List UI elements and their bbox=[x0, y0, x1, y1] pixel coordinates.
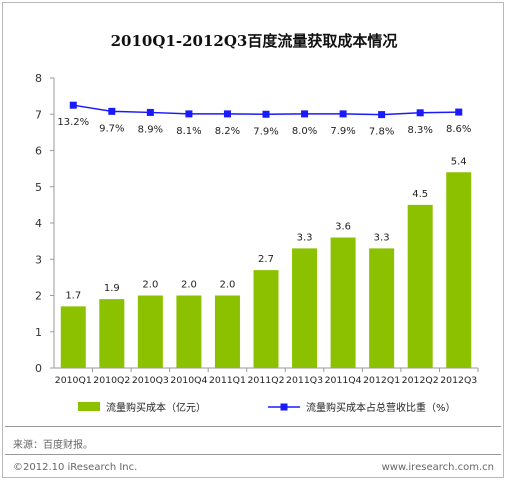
y-tick-label: 6 bbox=[35, 145, 42, 158]
ratio-value-label: 9.7% bbox=[99, 123, 124, 134]
bar bbox=[330, 237, 356, 368]
x-tick-label: 2010Q1 bbox=[55, 376, 92, 386]
legend-bar-label: 流量购买成本（亿元） bbox=[106, 401, 206, 414]
x-tick-label: 2011Q1 bbox=[209, 376, 246, 386]
bar bbox=[137, 295, 163, 368]
bar-value-label: 2.0 bbox=[142, 280, 158, 291]
legend-bar-swatch bbox=[78, 402, 100, 411]
bar-value-label: 5.4 bbox=[451, 156, 467, 167]
chart-title: 2010Q1-2012Q3百度流量获取成本情况 bbox=[110, 32, 398, 50]
bar bbox=[214, 295, 240, 368]
legend-line-label: 流量购买成本占总营收比重（%） bbox=[306, 401, 456, 414]
ratio-value-label: 8.3% bbox=[407, 125, 432, 136]
ratio-value-label: 8.2% bbox=[215, 126, 240, 137]
bar-value-label: 3.3 bbox=[297, 232, 313, 243]
separator-top bbox=[5, 426, 501, 427]
separator-bottom bbox=[5, 454, 501, 455]
x-tick-label: 2012Q2 bbox=[402, 376, 439, 386]
copyright: ©2012.10 iResearch Inc. bbox=[13, 462, 138, 473]
ratio-value-label: 8.6% bbox=[446, 124, 471, 135]
bar-value-label: 1.9 bbox=[104, 283, 120, 294]
ratio-marker bbox=[301, 110, 309, 118]
bar-value-label: 2.0 bbox=[220, 280, 236, 291]
x-tick-label: 2010Q2 bbox=[93, 376, 130, 386]
bar-value-label: 2.7 bbox=[258, 254, 274, 265]
website: www.iresearch.com.cn bbox=[381, 462, 494, 473]
x-tick-label: 2010Q4 bbox=[170, 376, 207, 386]
ratio-marker bbox=[146, 108, 154, 116]
y-tick-label: 5 bbox=[35, 181, 42, 194]
bar bbox=[369, 248, 395, 368]
bar bbox=[176, 295, 202, 368]
ratio-marker bbox=[262, 110, 270, 118]
ratio-marker bbox=[378, 111, 386, 119]
x-tick-label: 2010Q3 bbox=[132, 376, 169, 386]
bar bbox=[292, 248, 318, 368]
ratio-marker bbox=[185, 110, 193, 118]
bar-value-label: 2.0 bbox=[181, 280, 197, 291]
ratio-value-label: 7.8% bbox=[369, 127, 394, 138]
y-tick-label: 7 bbox=[35, 108, 42, 121]
bar-value-label: 1.7 bbox=[65, 290, 81, 301]
bar-value-label: 4.5 bbox=[412, 189, 428, 200]
bar-value-label: 3.6 bbox=[335, 222, 351, 233]
y-tick-label: 4 bbox=[35, 217, 42, 230]
x-tick-label: 2011Q3 bbox=[286, 376, 323, 386]
ratio-value-label: 8.9% bbox=[138, 124, 163, 135]
ratio-marker bbox=[223, 110, 231, 118]
ratio-marker bbox=[108, 107, 116, 115]
x-tick-label: 2011Q4 bbox=[325, 376, 362, 386]
bar-value-label: 3.3 bbox=[374, 232, 390, 243]
ratio-marker bbox=[455, 108, 463, 116]
x-tick-label: 2011Q2 bbox=[248, 376, 285, 386]
ratio-marker bbox=[69, 101, 77, 109]
ratio-value-label: 13.2% bbox=[57, 117, 89, 128]
ratio-value-label: 8.0% bbox=[292, 126, 317, 137]
ratio-value-label: 7.9% bbox=[253, 126, 278, 137]
y-tick-label: 2 bbox=[35, 290, 42, 303]
y-tick-label: 0 bbox=[35, 362, 42, 375]
x-tick-label: 2012Q3 bbox=[440, 376, 477, 386]
legend-line-marker bbox=[280, 403, 288, 411]
bar bbox=[407, 204, 433, 368]
y-tick-label: 3 bbox=[35, 253, 42, 266]
y-tick-label: 1 bbox=[35, 326, 42, 339]
ratio-marker bbox=[416, 109, 424, 117]
bar bbox=[99, 299, 125, 368]
source-note: 来源：百度财报。 bbox=[13, 440, 93, 451]
ratio-value-label: 7.9% bbox=[330, 126, 355, 137]
bar bbox=[253, 270, 279, 368]
y-tick-label: 8 bbox=[35, 72, 42, 85]
chart-frame bbox=[2, 2, 504, 478]
bar bbox=[446, 172, 472, 368]
ratio-marker bbox=[339, 110, 347, 118]
ratio-value-label: 8.1% bbox=[176, 126, 201, 137]
x-tick-label: 2012Q1 bbox=[363, 376, 400, 386]
bar bbox=[60, 306, 86, 368]
